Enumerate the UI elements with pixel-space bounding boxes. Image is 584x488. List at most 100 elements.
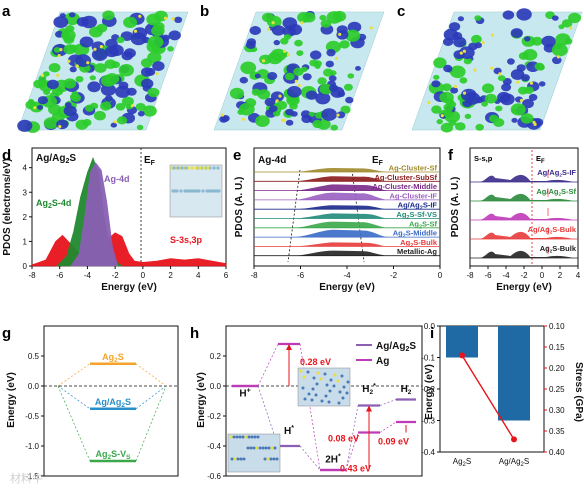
e-label-part: S-Sf <box>422 219 438 228</box>
isosurface-blob <box>325 60 334 68</box>
isosurface-blob <box>568 12 582 24</box>
h-inset-atoms <box>229 369 350 461</box>
isosurface-blob <box>259 54 272 65</box>
sulfur-atom <box>338 32 342 36</box>
isosurface-blob <box>284 72 295 81</box>
isosurface-blob <box>310 50 322 60</box>
e-row-area <box>293 242 389 247</box>
sulfur-atom <box>133 29 138 33</box>
i-ylabel: Energy (eV) <box>424 364 435 420</box>
isosurface-blob <box>502 10 515 20</box>
f-label-part: S-Bulk <box>552 225 577 234</box>
isosurface-blob <box>463 57 472 65</box>
i-y2tick-label: 0.30 <box>549 406 565 415</box>
inset-atom <box>346 380 350 384</box>
h-annotation: 0.43 eV <box>340 464 371 474</box>
sulfur-atom <box>297 83 301 87</box>
isosurface-blob <box>507 58 515 65</box>
isosurface-blob <box>319 83 333 95</box>
e-row-area <box>293 213 389 219</box>
h-ytick-label: 0.2 <box>210 352 222 361</box>
i-category-label: Ag2S <box>453 457 471 468</box>
sulfur-atom <box>278 94 282 98</box>
isosurface-blob <box>524 36 531 42</box>
inset-atom <box>246 446 250 450</box>
isosurface-blob <box>221 115 230 122</box>
i-stress-point <box>459 352 465 359</box>
isosurface-blob <box>152 61 165 72</box>
i-cat-sub: 2 <box>463 462 467 468</box>
e-row-area <box>293 205 389 210</box>
sulfur-atom <box>462 49 466 53</box>
e-label-part: Ag <box>393 229 403 238</box>
i-bar <box>498 326 530 421</box>
h-legend: Ag/Ag2S Ag <box>356 341 416 367</box>
inset-atom <box>183 189 187 193</box>
inset-atom <box>333 373 337 377</box>
isosurface-blob <box>70 93 81 102</box>
inset-atom <box>270 446 274 450</box>
sulfur-atom <box>440 114 444 118</box>
inset-atom <box>316 371 320 375</box>
g-connector <box>135 385 167 462</box>
sulfur-atom <box>459 51 463 55</box>
inset-atom <box>256 435 260 439</box>
isosurface-blob <box>345 96 354 104</box>
h-state-sub: 2 <box>408 389 412 396</box>
d-xtick-label: -8 <box>28 271 36 280</box>
isosurface-blob <box>285 119 294 126</box>
inset-atom <box>325 383 329 387</box>
inset-atom <box>250 435 254 439</box>
isosurface-blob <box>109 44 124 57</box>
h-state-part: H <box>284 426 291 437</box>
h-state-label: H2* <box>362 383 376 396</box>
isosurface-blob <box>436 119 443 125</box>
e-band-left <box>287 169 301 263</box>
h-ylabel: Energy (eV) <box>196 372 207 428</box>
inset-atom <box>315 382 319 386</box>
isosurface-blob <box>270 91 284 102</box>
f-xtick-label: -4 <box>502 271 510 280</box>
isosurface-blob <box>283 34 292 40</box>
watermark: 材料牛 <box>10 471 43 485</box>
e-xtick-label: -6 <box>297 271 305 280</box>
isosurface-blob <box>319 14 327 21</box>
isosurface-blob <box>518 86 528 95</box>
e-series-label: Ag-Cluster-Sf <box>389 164 438 173</box>
panel-f-label: f <box>448 147 454 164</box>
inset-atom <box>275 457 279 461</box>
i-cat-part: Ag <box>453 457 463 466</box>
inset-atom <box>180 166 184 170</box>
h-state-label: H+ <box>239 388 250 400</box>
d-ag2s4d-label: Ag2S-4d <box>36 198 71 210</box>
inset-atom <box>303 397 307 401</box>
isosurface-blob <box>520 74 530 82</box>
e-row-area <box>293 176 389 182</box>
isosurface-blob <box>53 47 61 53</box>
isosurface-blob <box>443 110 454 118</box>
inset-atom <box>217 189 221 193</box>
f-label-part: Ag/Ag <box>537 168 559 177</box>
isosurface-blob <box>321 108 337 121</box>
i-y2tick-label: 0.10 <box>549 322 565 331</box>
e-label-sub: 2 <box>419 224 422 230</box>
d-area-series <box>31 156 227 267</box>
e-xtick-label: 0 <box>438 271 443 280</box>
inset-atom <box>205 189 209 193</box>
g-label-sub: S <box>126 454 131 461</box>
e-row-area <box>293 192 389 200</box>
isosurface-blob <box>168 30 181 41</box>
isosurface-blob <box>17 119 33 132</box>
isosurface-blob <box>443 28 459 41</box>
isosurface-blob <box>347 73 355 79</box>
inset-atom <box>336 379 340 383</box>
i-stress-point <box>511 436 517 443</box>
isosurface-blob <box>308 111 315 117</box>
f-label-sub: 2 <box>550 249 553 254</box>
h-connector <box>257 343 279 387</box>
isosurface-blob <box>313 60 322 67</box>
isosurface-blob <box>355 66 361 71</box>
isosurface-blob <box>93 110 106 121</box>
g-ytick-label: 0.0 <box>28 382 40 391</box>
isosurface-blob <box>340 105 351 114</box>
